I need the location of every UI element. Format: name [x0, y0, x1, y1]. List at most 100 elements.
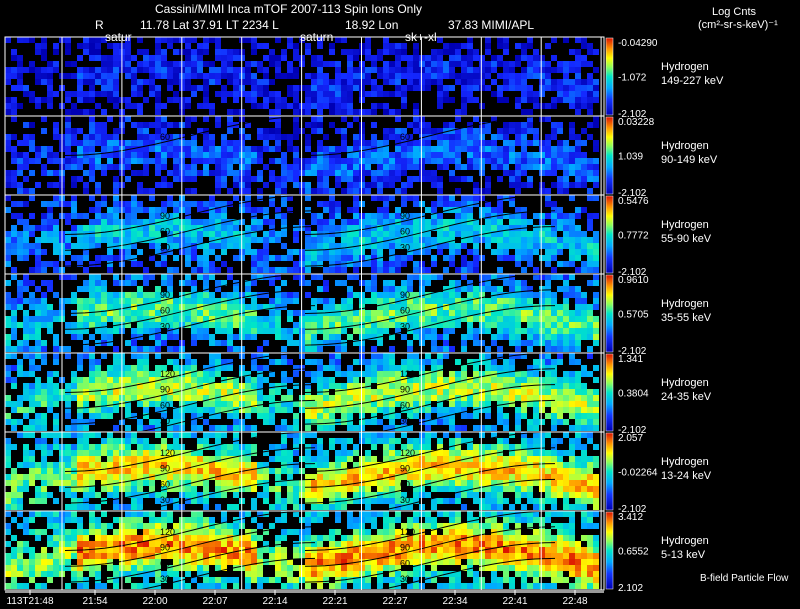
heat-cell — [587, 213, 593, 219]
heat-cell — [227, 231, 233, 237]
heat-cell — [95, 316, 101, 322]
heat-cell — [371, 255, 377, 261]
heat-cell — [233, 49, 239, 55]
heat-cell — [551, 213, 557, 219]
heat-cell — [437, 274, 443, 280]
heat-cell — [257, 346, 263, 352]
heat-cell — [353, 170, 359, 176]
heat-cell — [329, 261, 335, 267]
heat-cell — [317, 346, 323, 352]
heat-cell — [449, 140, 455, 146]
heat-cell — [593, 249, 599, 255]
heat-cell — [413, 249, 419, 255]
heat-cell — [449, 249, 455, 255]
heat-cell — [563, 37, 569, 43]
heat-cell — [443, 140, 449, 146]
heat-cell — [17, 395, 23, 401]
heat-cell — [149, 225, 155, 231]
heat-cell — [419, 389, 425, 395]
heat-cell — [275, 213, 281, 219]
heat-cell — [167, 67, 173, 73]
heat-cell — [407, 231, 413, 237]
heat-cell — [539, 61, 545, 67]
heat-cell — [443, 225, 449, 231]
heat-cell — [509, 176, 515, 182]
heat-cell — [509, 365, 515, 371]
heat-cell — [305, 371, 311, 377]
heat-cell — [287, 377, 293, 383]
heat-cell — [425, 61, 431, 67]
heat-cell — [593, 237, 599, 243]
heat-cell — [209, 304, 215, 310]
heat-cell — [287, 61, 293, 67]
heat-cell — [227, 450, 233, 456]
heat-cell — [293, 292, 299, 298]
heat-cell — [365, 73, 371, 79]
heat-cell — [5, 450, 11, 456]
colorbar-max-label: 0.03228 — [618, 117, 655, 128]
heat-cell — [479, 213, 485, 219]
heat-cell — [11, 504, 17, 510]
heat-cell — [329, 122, 335, 128]
heat-cell — [407, 316, 413, 322]
heat-cell — [83, 322, 89, 328]
heat-cell — [425, 328, 431, 334]
heat-cell — [161, 49, 167, 55]
heat-cell — [293, 225, 299, 231]
heat-cell — [95, 286, 101, 292]
heat-cell — [455, 292, 461, 298]
heat-cell — [425, 298, 431, 304]
heat-cell — [353, 359, 359, 365]
heat-cell — [287, 425, 293, 431]
heat-cell — [371, 170, 377, 176]
heat-cell — [275, 304, 281, 310]
heat-cell — [131, 480, 137, 486]
heat-cell — [245, 407, 251, 413]
heat-cell — [149, 462, 155, 468]
heat-cell — [131, 304, 137, 310]
heat-cell — [569, 158, 575, 164]
heat-cell — [89, 377, 95, 383]
heat-cell — [437, 395, 443, 401]
heat-cell — [407, 61, 413, 67]
heat-cell — [551, 225, 557, 231]
heat-cell — [143, 267, 149, 273]
heat-cell — [413, 61, 419, 67]
heat-cell — [185, 407, 191, 413]
heat-cell — [341, 79, 347, 85]
heat-cell — [83, 450, 89, 456]
heat-cell — [461, 255, 467, 261]
heat-cell — [527, 243, 533, 249]
heat-cell — [227, 401, 233, 407]
heat-cell — [11, 480, 17, 486]
heat-cell — [35, 438, 41, 444]
heat-cell — [401, 195, 407, 201]
heat-cell — [461, 304, 467, 310]
heat-cell — [437, 401, 443, 407]
heat-cell — [131, 225, 137, 231]
heat-cell — [53, 122, 59, 128]
heat-cell — [569, 213, 575, 219]
heat-cell — [41, 316, 47, 322]
heat-cell — [77, 474, 83, 480]
heat-cell — [371, 328, 377, 334]
heat-cell — [89, 195, 95, 201]
heat-cell — [227, 158, 233, 164]
heat-cell — [35, 328, 41, 334]
heat-cell — [329, 152, 335, 158]
heat-cell — [527, 292, 533, 298]
heat-cell — [137, 201, 143, 207]
heat-cell — [353, 237, 359, 243]
heat-cell — [563, 401, 569, 407]
heat-cell — [419, 152, 425, 158]
heat-cell — [545, 140, 551, 146]
heat-cell — [257, 395, 263, 401]
heat-cell — [515, 225, 521, 231]
heat-cell — [407, 322, 413, 328]
heat-cell — [389, 389, 395, 395]
heat-cell — [371, 298, 377, 304]
heat-cell — [29, 267, 35, 273]
heat-cell — [281, 353, 287, 359]
heat-cell — [515, 395, 521, 401]
